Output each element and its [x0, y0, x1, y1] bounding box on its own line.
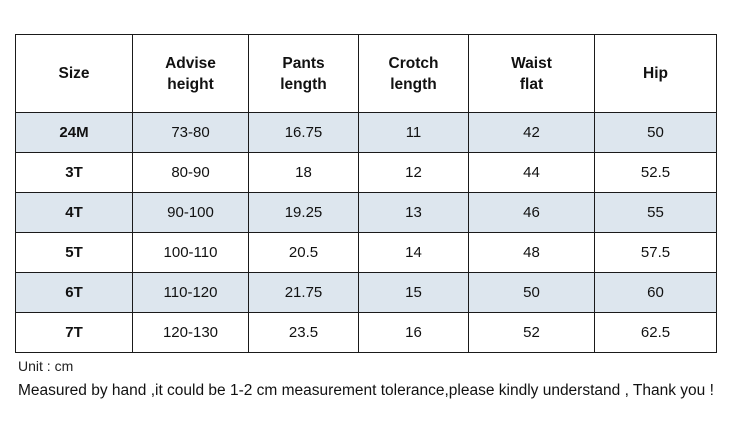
- cell-advise-height: 80-90: [132, 152, 249, 193]
- cell-crotch-length: 13: [358, 192, 469, 233]
- cell-size: 7T: [15, 312, 133, 353]
- cell-crotch-length: 12: [358, 152, 469, 193]
- cell-waist-flat: 46: [468, 192, 595, 233]
- cell-advise-height: 90-100: [132, 192, 249, 233]
- cell-size: 5T: [15, 232, 133, 273]
- cell-size: 24M: [15, 112, 133, 153]
- measurement-tolerance-note: Measured by hand ,it could be 1-2 cm mea…: [18, 382, 714, 399]
- table-row: 7T 120-130 23.5 16 52 62.5: [15, 312, 717, 353]
- header-pants-length-line-1: Pants: [282, 54, 325, 72]
- size-chart-table: Size Advise height Pants length Crotch l…: [15, 34, 717, 353]
- cell-size: 6T: [15, 272, 133, 313]
- cell-crotch-length: 11: [358, 112, 469, 153]
- header-hip-line-1: Hip: [643, 65, 668, 82]
- unit-note: Unit : cm: [18, 358, 74, 374]
- cell-pants-length: 19.25: [248, 192, 359, 233]
- table-header-row: Size Advise height Pants length Crotch l…: [15, 34, 717, 113]
- header-advise-height-line-1: Advise: [165, 54, 216, 72]
- header-crotch-length-line-2: length: [390, 75, 437, 93]
- header-waist-flat-line-1: Waist: [511, 54, 552, 72]
- header-advise-height: Advise height: [132, 34, 249, 113]
- cell-crotch-length: 15: [358, 272, 469, 313]
- table-row: 5T 100-110 20.5 14 48 57.5: [15, 232, 717, 273]
- cell-size: 4T: [15, 192, 133, 233]
- cell-hip: 57.5: [594, 232, 717, 273]
- cell-hip: 55: [594, 192, 717, 233]
- header-pants-length: Pants length: [248, 34, 359, 113]
- header-pants-length-line-2: length: [280, 75, 327, 93]
- cell-advise-height: 100-110: [132, 232, 249, 273]
- cell-waist-flat: 48: [468, 232, 595, 273]
- cell-hip: 62.5: [594, 312, 717, 353]
- header-waist-flat: Waist flat: [468, 34, 595, 113]
- cell-hip: 52.5: [594, 152, 717, 193]
- cell-advise-height: 73-80: [132, 112, 249, 153]
- table-row: 3T 80-90 18 12 44 52.5: [15, 152, 717, 193]
- cell-crotch-length: 16: [358, 312, 469, 353]
- cell-hip: 60: [594, 272, 717, 313]
- cell-advise-height: 110-120: [132, 272, 249, 313]
- cell-waist-flat: 50: [468, 272, 595, 313]
- cell-pants-length: 18: [248, 152, 359, 193]
- header-size: Size: [15, 34, 133, 113]
- table-row: 24M 73-80 16.75 11 42 50: [15, 112, 717, 153]
- cell-size: 3T: [15, 152, 133, 193]
- cell-pants-length: 21.75: [248, 272, 359, 313]
- header-advise-height-line-2: height: [167, 75, 214, 93]
- table-row: 4T 90-100 19.25 13 46 55: [15, 192, 717, 233]
- table-row: 6T 110-120 21.75 15 50 60: [15, 272, 717, 313]
- cell-waist-flat: 44: [468, 152, 595, 193]
- cell-hip: 50: [594, 112, 717, 153]
- header-size-line-1: Size: [58, 65, 90, 82]
- cell-pants-length: 16.75: [248, 112, 359, 153]
- cell-waist-flat: 52: [468, 312, 595, 353]
- cell-advise-height: 120-130: [132, 312, 249, 353]
- header-crotch-length: Crotch length: [358, 34, 469, 113]
- cell-waist-flat: 42: [468, 112, 595, 153]
- header-crotch-length-line-1: Crotch: [388, 54, 439, 72]
- header-hip: Hip: [594, 34, 717, 113]
- cell-crotch-length: 14: [358, 232, 469, 273]
- cell-pants-length: 23.5: [248, 312, 359, 353]
- cell-pants-length: 20.5: [248, 232, 359, 273]
- header-waist-flat-line-2: flat: [519, 75, 544, 93]
